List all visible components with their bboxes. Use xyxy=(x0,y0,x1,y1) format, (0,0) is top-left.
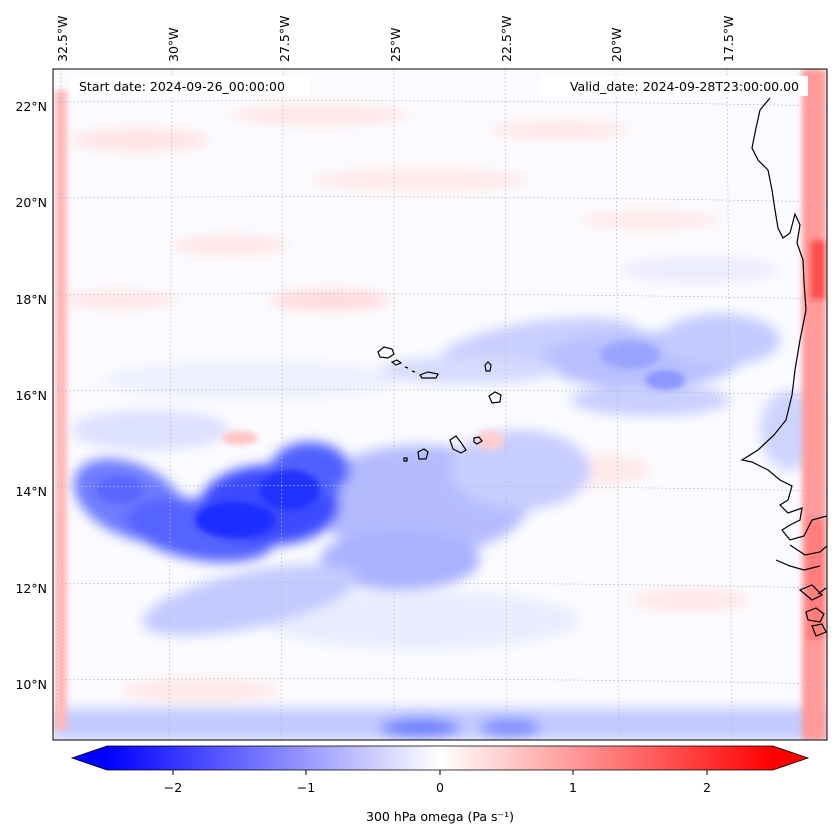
colorbar: −2 −1 0 1 2 300 hPa omega (Pa s⁻¹) xyxy=(70,745,810,824)
coastline xyxy=(789,544,827,556)
lon-label: 30°W xyxy=(166,27,181,62)
colorbar-tick: −2 xyxy=(164,780,182,795)
coastline xyxy=(798,584,824,601)
colorbar-tick: 1 xyxy=(569,780,577,795)
lat-label: 20°N xyxy=(15,195,47,210)
lat-label: 10°N xyxy=(15,677,47,692)
coastline xyxy=(817,587,827,595)
lon-label: 32.5°W xyxy=(55,16,70,62)
lon-label: 25°W xyxy=(388,27,403,62)
coastline xyxy=(811,623,827,637)
colorbar-gradient xyxy=(107,746,773,770)
longitude-labels: 32.5°W 30°W 27.5°W 25°W 22.5°W 20°W 17.5… xyxy=(55,16,736,62)
start-date-box xyxy=(70,76,310,96)
cape-verde-islands xyxy=(377,346,502,462)
lon-label: 20°W xyxy=(609,27,624,62)
colorbar-tick: −1 xyxy=(297,780,315,795)
start-date-label: Start date: 2024-09-26_00:00:00 xyxy=(79,79,285,94)
colorbar-extend-high xyxy=(773,746,808,770)
valid-date-box xyxy=(540,76,808,96)
coastline xyxy=(740,97,827,541)
lon-label: 17.5°W xyxy=(721,16,736,62)
omega-field: Start date: 2024-09-26_00:00:00 Valid_da… xyxy=(53,69,827,740)
latitude-labels: 22°N 20°N 18°N 16°N 14°N 12°N 10°N xyxy=(15,99,47,692)
valid-date-label: Valid_date: 2024-09-28T23:00:00.00 xyxy=(570,79,799,94)
coastline xyxy=(775,559,821,571)
colorbar-label: 300 hPa omega (Pa s⁻¹) xyxy=(366,809,514,824)
colorbar-tick: 2 xyxy=(703,780,711,795)
coastline xyxy=(805,607,825,623)
map-frame xyxy=(52,68,828,741)
lat-label: 12°N xyxy=(15,581,47,596)
lat-label: 16°N xyxy=(15,388,47,403)
lon-label: 22.5°W xyxy=(499,16,514,62)
colorbar-extend-low xyxy=(72,746,107,770)
lat-label: 18°N xyxy=(15,292,47,307)
lat-label: 22°N xyxy=(15,99,47,114)
lon-label: 27.5°W xyxy=(277,16,292,62)
lat-label: 14°N xyxy=(15,484,47,499)
colorbar-tick: 0 xyxy=(436,780,444,795)
